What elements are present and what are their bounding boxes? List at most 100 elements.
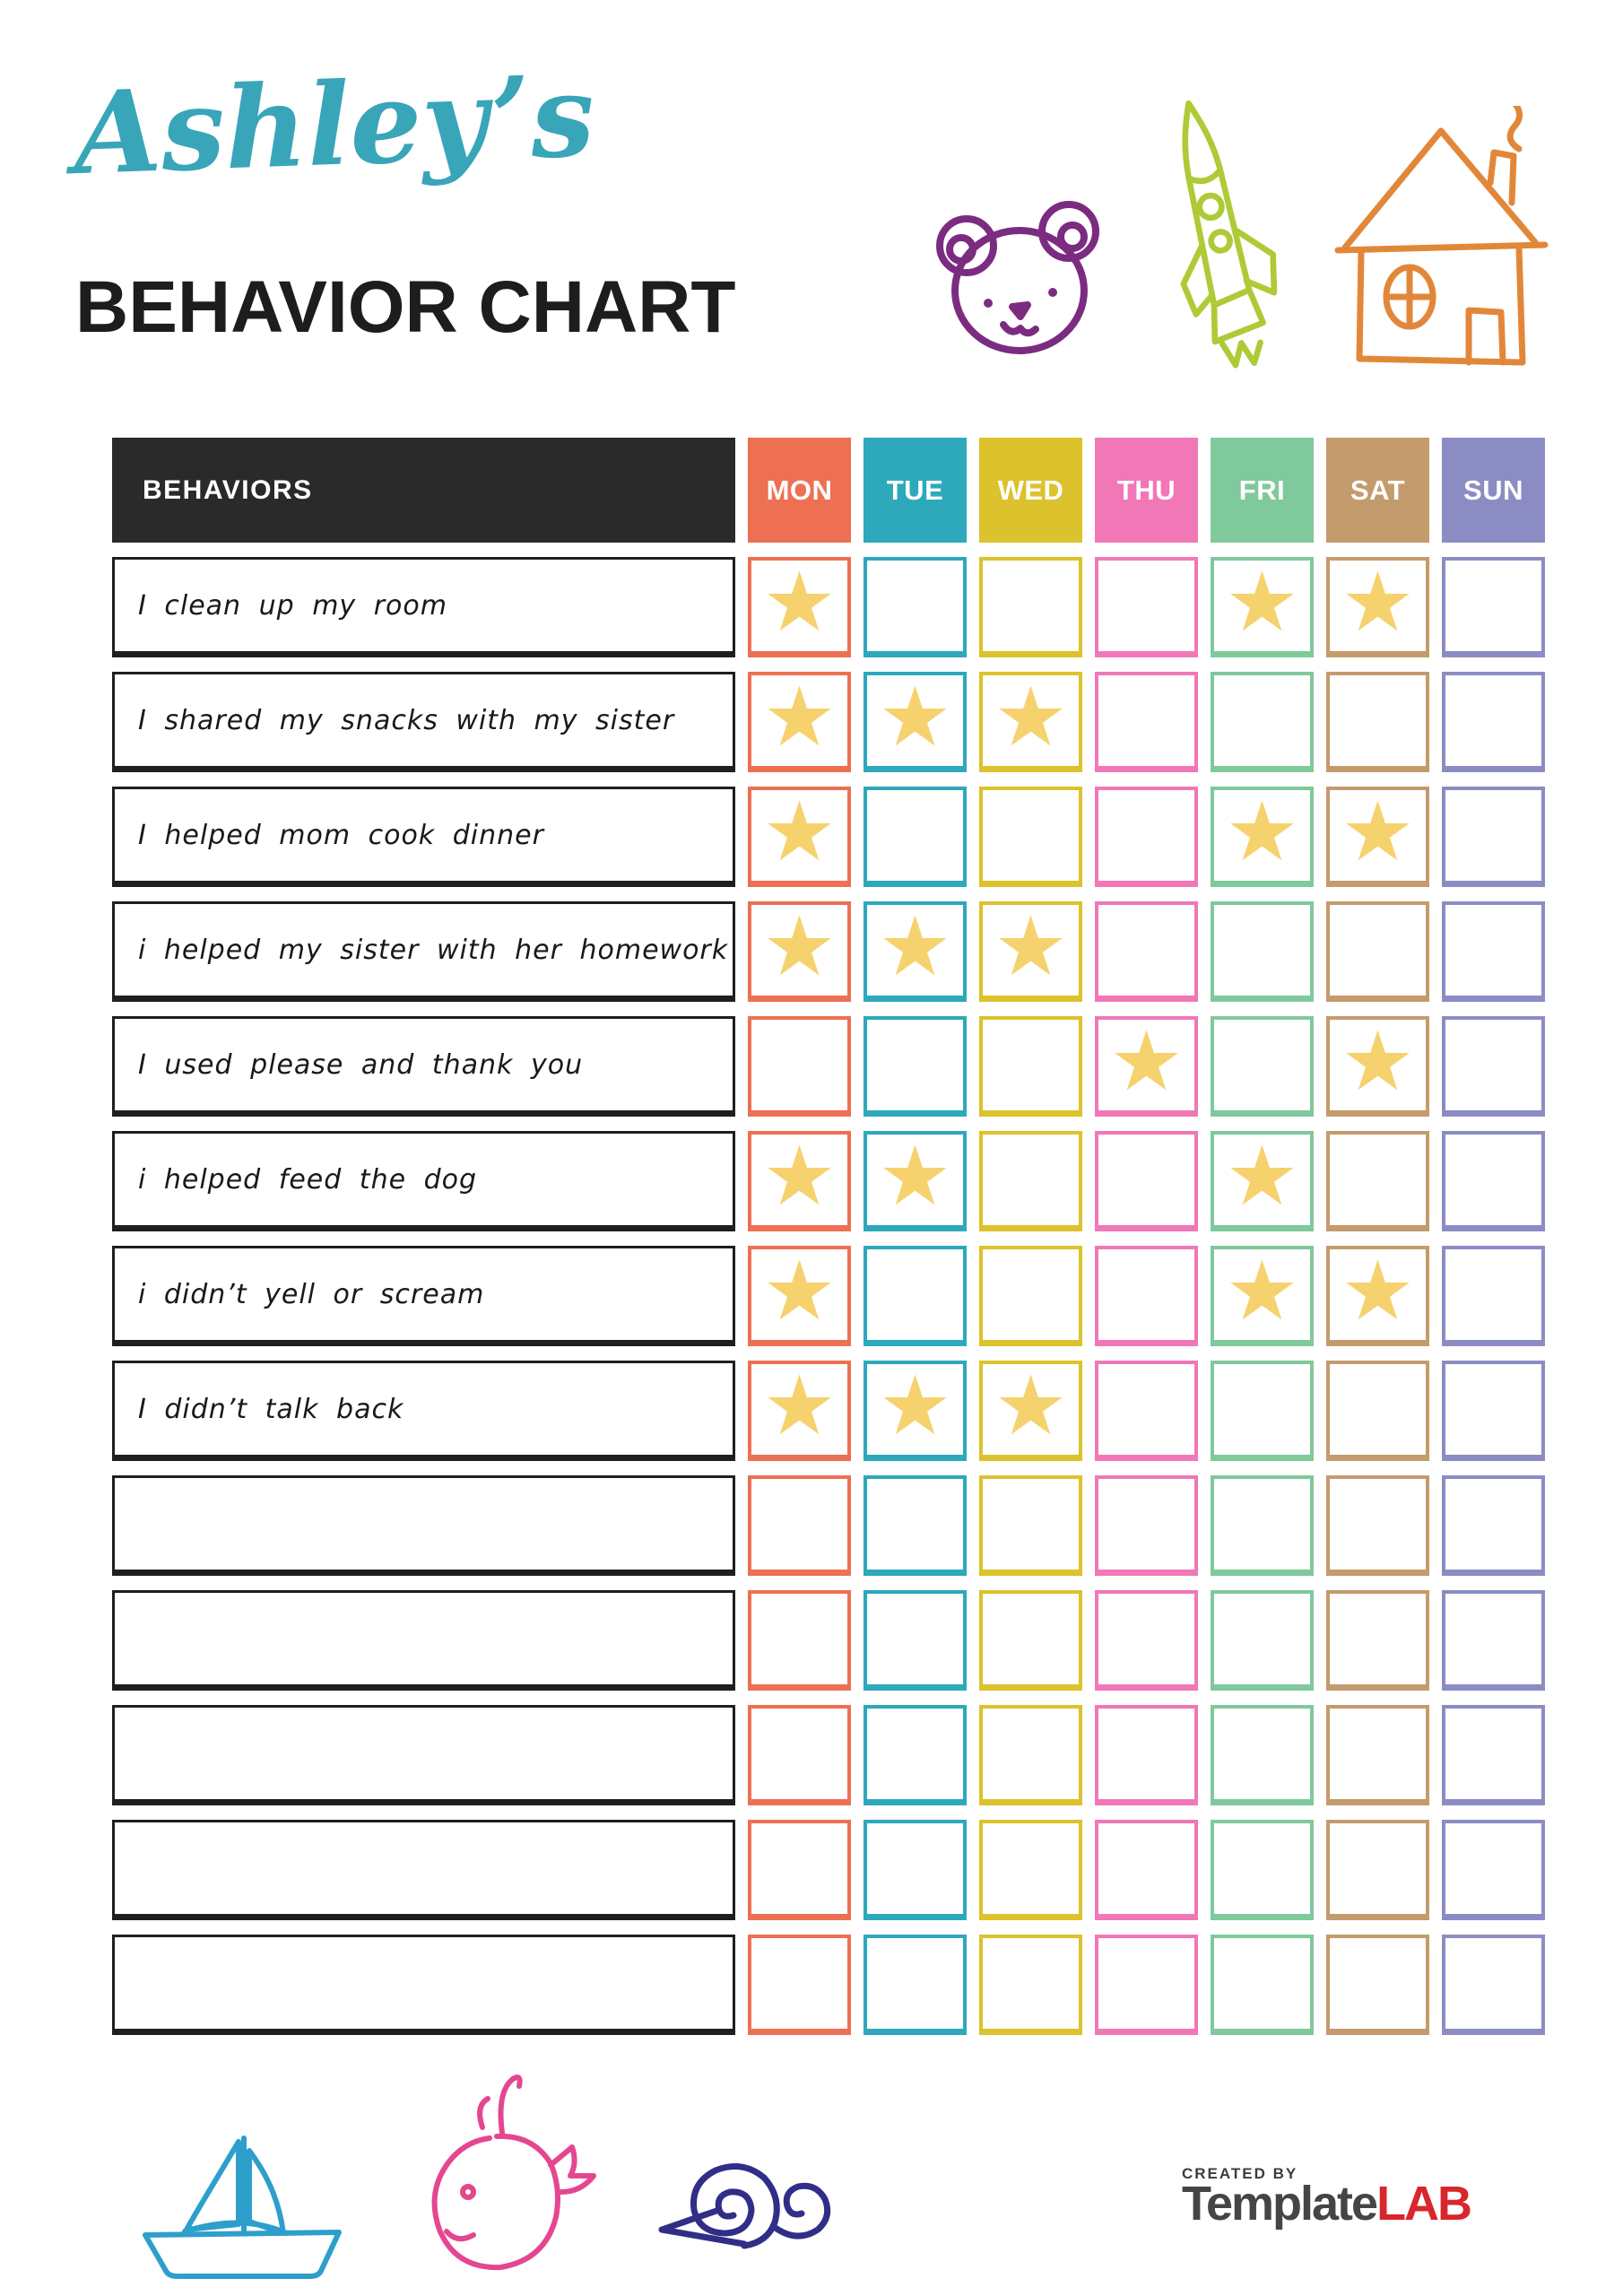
star-cell-sat[interactable] <box>1326 1705 1429 1805</box>
star-cell-wed[interactable] <box>979 1820 1082 1920</box>
star-cell-mon[interactable]: ★ <box>748 672 851 772</box>
star-cell-thu[interactable] <box>1095 1475 1198 1576</box>
star-cell-mon[interactable]: ★ <box>748 901 851 1002</box>
star-cell-fri[interactable]: ★ <box>1211 1131 1314 1231</box>
star-cell-sat[interactable] <box>1326 1475 1429 1576</box>
star-cell-sat[interactable] <box>1326 901 1429 1002</box>
star-cell-mon[interactable] <box>748 1705 851 1805</box>
star-cell-tue[interactable] <box>864 1475 967 1576</box>
star-cell-mon[interactable]: ★ <box>748 787 851 887</box>
behavior-cell[interactable] <box>112 1590 735 1691</box>
behavior-cell[interactable] <box>112 1820 735 1920</box>
star-cell-tue[interactable]: ★ <box>864 1361 967 1461</box>
star-cell-fri[interactable] <box>1211 1475 1314 1576</box>
star-cell-thu[interactable] <box>1095 557 1198 657</box>
star-cell-sun[interactable] <box>1442 1475 1545 1576</box>
star-cell-wed[interactable] <box>979 1935 1082 2035</box>
behavior-cell[interactable] <box>112 1705 735 1805</box>
star-cell-wed[interactable] <box>979 1016 1082 1117</box>
star-cell-tue[interactable] <box>864 1246 967 1346</box>
star-cell-tue[interactable] <box>864 1590 967 1691</box>
star-cell-fri[interactable]: ★ <box>1211 787 1314 887</box>
star-cell-fri[interactable] <box>1211 1016 1314 1117</box>
star-cell-sat[interactable] <box>1326 1361 1429 1461</box>
star-cell-wed[interactable] <box>979 1590 1082 1691</box>
star-cell-sun[interactable] <box>1442 901 1545 1002</box>
star-cell-sun[interactable] <box>1442 1246 1545 1346</box>
star-cell-wed[interactable]: ★ <box>979 672 1082 772</box>
star-cell-sun[interactable] <box>1442 1590 1545 1691</box>
star-cell-sun[interactable] <box>1442 1361 1545 1461</box>
behavior-cell[interactable]: i helped feed the dog <box>112 1131 735 1231</box>
star-cell-tue[interactable] <box>864 557 967 657</box>
behavior-cell[interactable]: I clean up my room <box>112 557 735 657</box>
star-cell-wed[interactable] <box>979 1246 1082 1346</box>
star-cell-tue[interactable]: ★ <box>864 901 967 1002</box>
star-cell-wed[interactable] <box>979 557 1082 657</box>
star-cell-sun[interactable] <box>1442 557 1545 657</box>
star-cell-thu[interactable] <box>1095 1705 1198 1805</box>
star-cell-mon[interactable] <box>748 1016 851 1117</box>
star-cell-thu[interactable] <box>1095 1246 1198 1346</box>
star-cell-fri[interactable] <box>1211 901 1314 1002</box>
star-cell-mon[interactable] <box>748 1935 851 2035</box>
star-cell-fri[interactable] <box>1211 1590 1314 1691</box>
star-cell-fri[interactable] <box>1211 1935 1314 2035</box>
star-cell-mon[interactable] <box>748 1820 851 1920</box>
star-cell-sat[interactable]: ★ <box>1326 1016 1429 1117</box>
star-cell-mon[interactable] <box>748 1590 851 1691</box>
star-cell-sat[interactable] <box>1326 1590 1429 1691</box>
star-cell-mon[interactable]: ★ <box>748 1246 851 1346</box>
behavior-cell[interactable] <box>112 1475 735 1576</box>
star-cell-wed[interactable] <box>979 1475 1082 1576</box>
star-cell-thu[interactable] <box>1095 787 1198 887</box>
star-cell-tue[interactable]: ★ <box>864 1131 967 1231</box>
star-cell-tue[interactable] <box>864 1016 967 1117</box>
star-cell-thu[interactable]: ★ <box>1095 1016 1198 1117</box>
star-cell-sun[interactable] <box>1442 1705 1545 1805</box>
star-cell-thu[interactable] <box>1095 1820 1198 1920</box>
behavior-cell[interactable]: i helped my sister with her homework <box>112 901 735 1002</box>
star-cell-wed[interactable] <box>979 787 1082 887</box>
star-cell-tue[interactable]: ★ <box>864 672 967 772</box>
behavior-cell[interactable]: I helped mom cook dinner <box>112 787 735 887</box>
star-cell-sat[interactable] <box>1326 1820 1429 1920</box>
star-cell-sun[interactable] <box>1442 672 1545 772</box>
star-cell-sat[interactable]: ★ <box>1326 787 1429 887</box>
star-cell-tue[interactable] <box>864 787 967 887</box>
star-cell-mon[interactable]: ★ <box>748 1361 851 1461</box>
star-cell-fri[interactable] <box>1211 1820 1314 1920</box>
behavior-cell[interactable]: i didn’t yell or scream <box>112 1246 735 1346</box>
star-cell-sat[interactable] <box>1326 672 1429 772</box>
star-cell-thu[interactable] <box>1095 1935 1198 2035</box>
star-cell-sat[interactable]: ★ <box>1326 557 1429 657</box>
star-cell-tue[interactable] <box>864 1935 967 2035</box>
star-cell-mon[interactable]: ★ <box>748 1131 851 1231</box>
star-cell-thu[interactable] <box>1095 901 1198 1002</box>
star-cell-fri[interactable] <box>1211 1705 1314 1805</box>
star-cell-thu[interactable] <box>1095 1361 1198 1461</box>
behavior-cell[interactable]: I used please and thank you <box>112 1016 735 1117</box>
behavior-cell[interactable]: I didn’t talk back <box>112 1361 735 1461</box>
star-cell-thu[interactable] <box>1095 672 1198 772</box>
star-cell-mon[interactable] <box>748 1475 851 1576</box>
star-cell-fri[interactable] <box>1211 672 1314 772</box>
star-cell-tue[interactable] <box>864 1705 967 1805</box>
star-cell-sun[interactable] <box>1442 787 1545 887</box>
star-cell-fri[interactable]: ★ <box>1211 1246 1314 1346</box>
star-cell-sun[interactable] <box>1442 1131 1545 1231</box>
star-cell-sun[interactable] <box>1442 1820 1545 1920</box>
star-cell-thu[interactable] <box>1095 1131 1198 1231</box>
star-cell-wed[interactable] <box>979 1705 1082 1805</box>
star-cell-wed[interactable] <box>979 1131 1082 1231</box>
star-cell-thu[interactable] <box>1095 1590 1198 1691</box>
star-cell-wed[interactable]: ★ <box>979 901 1082 1002</box>
behavior-cell[interactable]: I shared my snacks with my sister <box>112 672 735 772</box>
star-cell-tue[interactable] <box>864 1820 967 1920</box>
star-cell-sat[interactable]: ★ <box>1326 1246 1429 1346</box>
star-cell-sat[interactable] <box>1326 1935 1429 2035</box>
star-cell-fri[interactable] <box>1211 1361 1314 1461</box>
star-cell-sun[interactable] <box>1442 1935 1545 2035</box>
star-cell-sun[interactable] <box>1442 1016 1545 1117</box>
star-cell-sat[interactable] <box>1326 1131 1429 1231</box>
